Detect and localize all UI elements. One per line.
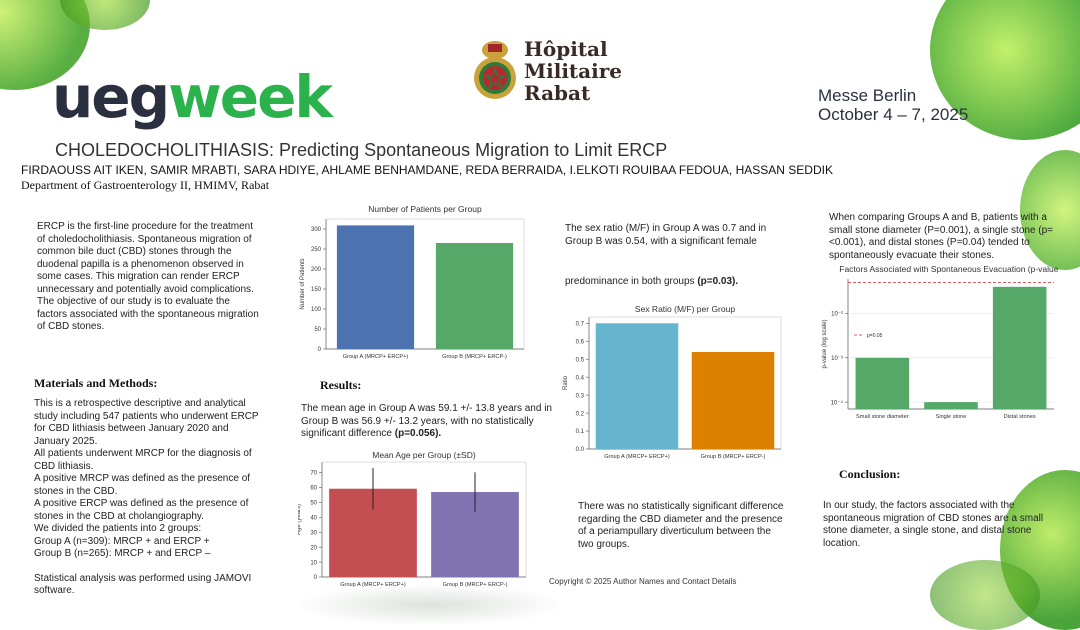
bar: [691, 352, 775, 449]
ueg-week-logo: uegweek: [52, 68, 333, 126]
conclusion-heading: Conclusion:: [839, 467, 901, 481]
y-tick-label: 70: [310, 471, 317, 477]
y-tick-label: 20: [310, 545, 317, 551]
methods-p8: Statistical analysis was performed using…: [34, 572, 252, 597]
methods-p5: We divided the patients into 2 groups:: [34, 523, 202, 534]
y-tick-label: 40: [310, 515, 317, 521]
y-tick-label: 0.0: [576, 447, 585, 453]
legend-label: p=0.05: [867, 333, 883, 339]
y-tick-label: 0.2: [576, 411, 585, 417]
y-tick-label: 50: [314, 327, 321, 333]
y-tick-label: 0.4: [576, 375, 585, 381]
y-tick-label: 0.6: [576, 339, 585, 345]
methods-p3: A positive MRCP was defined as the prese…: [34, 473, 251, 497]
bar: [435, 243, 514, 349]
chart-title: Number of Patients per Group: [368, 204, 482, 214]
x-tick-label: Group B (MRCP+ ERCP-): [701, 454, 766, 460]
conclusion-text: In our study, the factors associated wit…: [823, 500, 1044, 549]
x-tick-label: Group A (MRCP+ ERCP+): [343, 354, 409, 360]
y-axis-label: Age (years): [298, 504, 302, 535]
venue-location: Messe Berlin: [818, 86, 917, 105]
venue-dates: October 4 – 7, 2025: [818, 105, 969, 124]
chart-title: Factors Associated with Spontaneous Evac…: [839, 264, 1058, 274]
methods-p6: Group A (n=309): MRCP + and ERCP +: [34, 535, 210, 547]
chart-title: Sex Ratio (M/F) per Group: [635, 304, 735, 314]
y-axis-label: Number of Patients: [300, 258, 306, 309]
methods-p4: A positive ERCP was defined as the prese…: [34, 498, 249, 522]
intro-paragraph: ERCP is the first-line procedure for the…: [37, 221, 259, 332]
logo-week-text: week: [168, 63, 333, 131]
bar: [992, 286, 1047, 409]
y-tick-label: 0.1: [576, 429, 585, 435]
y-tick-label: 30: [310, 530, 317, 536]
cbd-results-text: There was no statistically significant d…: [578, 501, 784, 550]
y-tick-label: 10⁻³: [831, 356, 843, 362]
hospital-name-line-1: Hôpital: [524, 37, 608, 61]
hospital-name-line-2: Militaire: [524, 59, 622, 83]
patients-chart: Number of Patients per Group 0 50 100 150 200…: [298, 202, 528, 367]
bar: [924, 402, 978, 409]
sex-ratio-chart: Sex Ratio (M/F) per Group 0.0 0.1 0.2 0.3 0.4…: [562, 302, 784, 469]
y-tick-label: 10⁻²: [831, 312, 843, 318]
hospital-emblem-icon: [470, 38, 520, 109]
comparison-results-text: When comparing Groups A and B, patients …: [829, 212, 1054, 261]
sex-ratio-text-2-wrap: predominance in both groups (p=0.03).: [565, 276, 780, 289]
y-tick-label: 0.3: [576, 393, 585, 399]
x-tick-label: Distal stones: [1004, 414, 1036, 420]
methods-heading: Materials and Methods:: [34, 376, 158, 390]
age-chart: Mean Age per Group (±SD) 0 10 20 30 40 50 60 70 A…: [296, 448, 530, 593]
department: Department of Gastroenterology II, HMIMV…: [21, 178, 270, 192]
y-tick-label: 0: [314, 575, 318, 581]
bar: [855, 357, 910, 409]
x-tick-label: Group A (MRCP+ ERCP+): [340, 582, 406, 588]
conference-venue: Messe Berlin October 4 – 7, 2025: [818, 86, 968, 124]
y-tick-label: 10: [310, 560, 317, 566]
methods-body: This is a retrospective descriptive and …: [34, 398, 264, 598]
methods-p2: All patients underwent MRCP for the diag…: [34, 448, 252, 472]
hospital-name: Hôpital Militaire Rabat: [524, 38, 622, 104]
chart-title: Mean Age per Group (±SD): [372, 450, 476, 460]
methods-p1: This is a retrospective descriptive and …: [34, 398, 259, 447]
sex-ratio-text-1: The sex ratio (M/F) in Group A was 0.7 a…: [565, 223, 767, 247]
x-tick-label: Single stone: [936, 414, 967, 420]
sex-ratio-text-2: predominance in both groups: [565, 276, 695, 287]
y-tick-label: 0.7: [576, 321, 585, 327]
author-list: FIRDAOUSS AIT IKEN, SAMIR MRABTI, SARA H…: [21, 163, 833, 177]
y-axis-label: p-value (log scale): [822, 319, 828, 368]
y-tick-label: 10⁻⁴: [831, 399, 844, 406]
y-tick-label: 250: [311, 247, 322, 253]
sex-p-value: (p=0.03).: [697, 276, 739, 287]
age-results-text: The mean age in Group A was 59.1 +/- 13.…: [301, 403, 552, 439]
copyright: Copyright © 2025 Author Names and Contac…: [549, 577, 737, 586]
x-tick-label: Group A (MRCP+ ERCP+): [604, 454, 670, 460]
bar: [336, 225, 415, 349]
y-tick-label: 100: [311, 307, 322, 313]
logo-ueg-text: ueg: [52, 63, 170, 131]
y-axis-label: Ratio: [563, 375, 569, 390]
age-p-value: (p=0.056).: [394, 428, 442, 439]
bar: [595, 323, 679, 449]
y-tick-label: 150: [311, 287, 322, 293]
y-tick-label: 200: [311, 267, 322, 273]
age-results-paragraph: The mean age in Group A was 59.1 +/- 13.…: [301, 403, 563, 441]
y-tick-label: 0: [318, 347, 322, 353]
x-tick-label: Small stone diameter: [856, 414, 909, 420]
y-tick-label: 0.5: [576, 357, 585, 363]
poster-title: CHOLEDOCHOLITHIASIS: Predicting Spontane…: [55, 140, 668, 160]
methods-p7: Group B (n=265): MRCP + and ERCP –: [34, 548, 211, 559]
y-tick-label: 300: [311, 227, 322, 233]
y-tick-label: 50: [310, 501, 317, 507]
hospital-name-line-3: Rabat: [524, 81, 591, 105]
results-heading: Results:: [320, 378, 362, 392]
x-tick-label: Group B (MRCP+ ERCP-): [443, 582, 508, 588]
factors-chart: Factors Associated with Spontaneous Evac…: [813, 262, 1063, 432]
y-tick-label: 60: [310, 486, 317, 492]
x-tick-label: Group B (MRCP+ ERCP-): [442, 354, 507, 360]
